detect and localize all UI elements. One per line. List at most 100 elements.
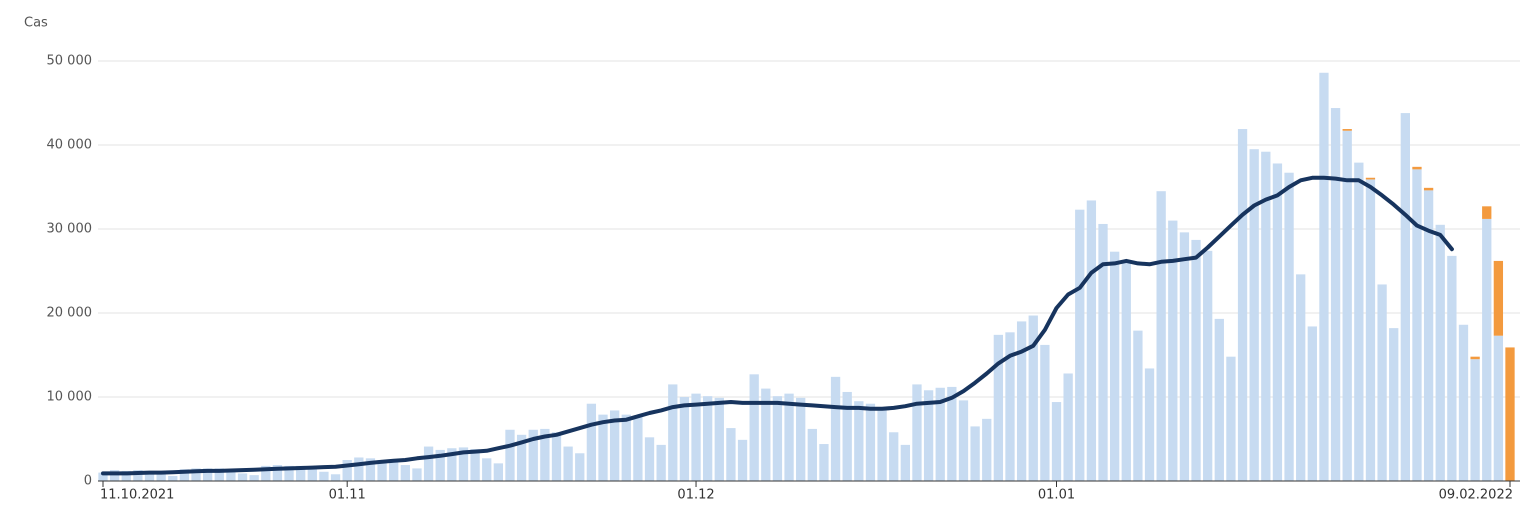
bar [1261, 151, 1271, 481]
bar [668, 384, 678, 481]
bar [621, 414, 631, 481]
bar [854, 401, 864, 481]
bar [1458, 324, 1469, 481]
bar [830, 376, 841, 481]
bar [377, 460, 387, 481]
bar [551, 432, 562, 481]
bar [1040, 344, 1050, 481]
x-tick-label: 01.12 [677, 488, 714, 503]
bar [435, 449, 445, 481]
bar [1493, 260, 1504, 336]
bar [1412, 169, 1422, 482]
bar [714, 397, 724, 481]
bar [121, 470, 131, 481]
bar [1005, 332, 1015, 481]
y-tick-label: 10 000 [47, 390, 93, 405]
y-tick-label: 30 000 [47, 222, 93, 237]
bar [516, 434, 527, 481]
bar [470, 449, 480, 481]
bar [1423, 187, 1434, 191]
bar [912, 384, 922, 481]
bar [633, 417, 643, 481]
y-tick-label: 40 000 [47, 138, 93, 153]
bar [237, 473, 248, 481]
bar [935, 387, 945, 481]
bar [109, 470, 120, 481]
bar [458, 447, 469, 481]
bar [691, 393, 701, 481]
bar [1191, 239, 1201, 481]
bar [598, 414, 608, 481]
bar [261, 465, 271, 481]
bar [1389, 328, 1399, 481]
bar [726, 428, 736, 481]
bar [982, 418, 992, 481]
bar [737, 439, 748, 481]
x-tick-label: 01.11 [329, 488, 366, 503]
bar [889, 432, 899, 481]
bar [796, 397, 806, 481]
bar [296, 465, 306, 481]
bar [1342, 130, 1352, 481]
bar [400, 465, 410, 481]
bar [1272, 163, 1283, 482]
bar [1284, 172, 1294, 481]
bar [412, 468, 422, 481]
bar [1226, 356, 1236, 481]
bar [1470, 359, 1480, 481]
bar [1354, 162, 1364, 481]
bar [703, 396, 713, 481]
bar [807, 428, 817, 481]
bar [342, 460, 352, 481]
bar [761, 388, 771, 481]
bar [923, 390, 934, 481]
bar [1249, 149, 1259, 481]
bar [877, 408, 887, 481]
bar [563, 446, 573, 481]
bar [772, 396, 783, 481]
bar [1063, 373, 1073, 481]
bar [865, 403, 876, 481]
bar [144, 470, 155, 481]
bar [1435, 224, 1445, 482]
bar [156, 474, 166, 481]
bar [249, 475, 259, 481]
bar [179, 469, 190, 481]
y-tick-label: 20 000 [47, 306, 93, 321]
bar [319, 471, 329, 481]
bar [307, 466, 317, 481]
bar [1168, 220, 1178, 481]
bar [1144, 368, 1155, 481]
x-tick-label: 09.02.2022 [1439, 488, 1513, 503]
bar [1365, 177, 1376, 180]
bar [1098, 223, 1108, 481]
bar [191, 468, 201, 481]
bar [842, 391, 852, 481]
bar [133, 470, 143, 481]
bar [609, 410, 620, 481]
bar [958, 400, 969, 481]
bar [1016, 321, 1027, 481]
bar [970, 426, 980, 481]
bar [272, 465, 283, 481]
bar [98, 472, 108, 481]
bar [1342, 129, 1352, 131]
y-axis-title: Cas [24, 16, 48, 31]
bar [423, 446, 434, 481]
bar [656, 444, 666, 481]
bar [1109, 251, 1120, 481]
bar [482, 458, 492, 481]
bar [1412, 166, 1422, 170]
x-tick-label: 11.10.2021 [100, 488, 174, 503]
bar [447, 448, 457, 481]
bar [1505, 347, 1515, 481]
bar [1423, 190, 1434, 482]
bar [644, 437, 655, 481]
bar [528, 429, 538, 481]
bar [540, 428, 550, 481]
bar [284, 465, 294, 481]
bar [1377, 284, 1387, 481]
bar [1482, 206, 1492, 219]
bar [784, 393, 794, 481]
